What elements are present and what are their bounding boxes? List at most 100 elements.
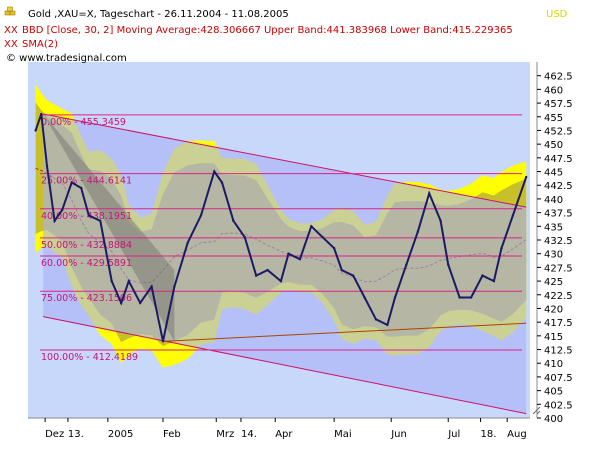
price-point [500, 247, 503, 250]
price-point [428, 192, 431, 195]
y-tick-label: 427.5 [544, 263, 573, 274]
price-point [469, 296, 473, 299]
fib-level-label: 40.00% - 438.1951 [41, 211, 132, 222]
price-point [386, 323, 389, 327]
indicator-x-icon: XX [4, 25, 18, 36]
price-point [34, 129, 37, 132]
x-tick-label: 2005 [108, 429, 133, 440]
decline-triangle [43, 114, 175, 342]
x-tick-label: Feb [163, 429, 181, 440]
y-tick-label: 452.5 [544, 126, 573, 137]
x-tick-label: 14. [241, 429, 257, 440]
x-tick-label: Dez [45, 429, 64, 440]
indicator-x-icon: XX [4, 39, 18, 50]
fib-level-label: 25.00% - 444.6141 [41, 176, 132, 187]
price-point [99, 219, 102, 223]
y-tick-label: 422.5 [544, 291, 573, 302]
copyright: © www.tradesignal.com [6, 53, 127, 64]
y-tick-label: 440 [544, 195, 563, 206]
price-point [213, 170, 216, 173]
price-point [161, 340, 165, 343]
price-point [70, 181, 73, 184]
y-tick-label: 405 [544, 387, 563, 398]
x-tick-label: 18. [481, 429, 497, 440]
price-point [524, 175, 528, 179]
price-point [374, 318, 378, 321]
fib-level-label: 100.00% - 412.4189 [41, 352, 138, 363]
x-tick-label: Aug [507, 429, 527, 440]
price-point [351, 274, 355, 277]
price-layer [34, 112, 528, 343]
y-tick-label: 412.5 [544, 346, 573, 357]
y-tick-label: 425 [544, 277, 563, 288]
price-point [61, 208, 64, 212]
y-tick-label: 462.5 [544, 72, 573, 83]
y-tick-label: 417.5 [544, 318, 573, 329]
price-point [199, 214, 203, 217]
price-point [119, 301, 123, 305]
y-tick-label: 450 [544, 140, 563, 151]
price-point [266, 268, 269, 272]
fib-level-label: 60.00% - 429.5891 [41, 258, 132, 269]
fib-level-label: 0.00% - 455.3459 [41, 117, 126, 128]
price-point [138, 301, 142, 305]
gold-bars-icon [4, 6, 16, 16]
price-point [310, 225, 313, 228]
price-point [220, 181, 224, 184]
y-tick-label: 437.5 [544, 209, 573, 220]
price-point [53, 219, 56, 223]
price-point [511, 214, 515, 217]
y-tick-label: 415 [544, 332, 563, 343]
currency-label: USD [546, 9, 568, 20]
support-line [162, 322, 527, 342]
y-tick-label: 447.5 [544, 154, 573, 165]
price-point [321, 236, 324, 239]
resize-handle-icon[interactable] [532, 406, 541, 415]
y-tick-label: 445 [544, 168, 563, 179]
price-point [332, 247, 336, 250]
price-point [127, 279, 130, 283]
price-point [254, 274, 258, 277]
x-tick-label: Apr [275, 429, 293, 440]
y-tick-label: 402.5 [544, 400, 573, 411]
price-point [150, 285, 153, 288]
price-point [243, 236, 246, 239]
fibonacci-layer: 0.00% - 455.3459 25.00% - 444.6141 40.00% … [40, 114, 522, 363]
price-point [363, 296, 366, 299]
y-tick-label: 435 [544, 222, 563, 233]
price-point [416, 230, 420, 233]
chart-title: Gold ,XAU=X, Tageschart - 26.11.2004 - 1… [28, 9, 289, 20]
price-point [458, 296, 461, 299]
x-tick-label: Jul [447, 429, 460, 440]
price-point [40, 112, 43, 116]
price-point [279, 279, 283, 283]
price-point [481, 274, 484, 277]
price-point [186, 241, 189, 244]
trend-channel-upper-line [43, 113, 527, 208]
price-point [287, 252, 290, 255]
y-tick-label: 400 [544, 414, 563, 425]
price-line [34, 113, 528, 342]
price-point [298, 257, 302, 261]
y-tick-label: 430 [544, 250, 563, 261]
y-tick-label: 420 [544, 304, 563, 315]
x-tick-label: Mai [334, 429, 352, 440]
y-tick-label: 410 [544, 359, 563, 370]
y-axis: 400 402.5 405 407.5 410 412.5 415 417.5 420 422.5… [536, 62, 573, 425]
y-tick-label: 460 [544, 85, 563, 96]
x-axis: Dez 13. 2005 Feb Mrz 14. Apr Mai Jun Jul 18. Aug [28, 417, 530, 440]
y-tick-label: 442.5 [544, 181, 573, 192]
fib-level-label: 50.00% - 432.8884 [41, 240, 132, 251]
x-tick-label: Mrz [216, 429, 234, 440]
x-tick-label: 13. [68, 429, 84, 440]
price-point [439, 219, 442, 223]
bbd-legend: BBD [Close, 30, 2] Moving Average:428.30… [22, 25, 513, 36]
price-point [80, 186, 83, 190]
price-point [87, 214, 91, 217]
price-point [110, 279, 113, 283]
y-tick-label: 407.5 [544, 373, 573, 384]
price-point [447, 263, 450, 266]
price-point [45, 164, 49, 168]
y-tick-label: 455 [544, 113, 563, 124]
